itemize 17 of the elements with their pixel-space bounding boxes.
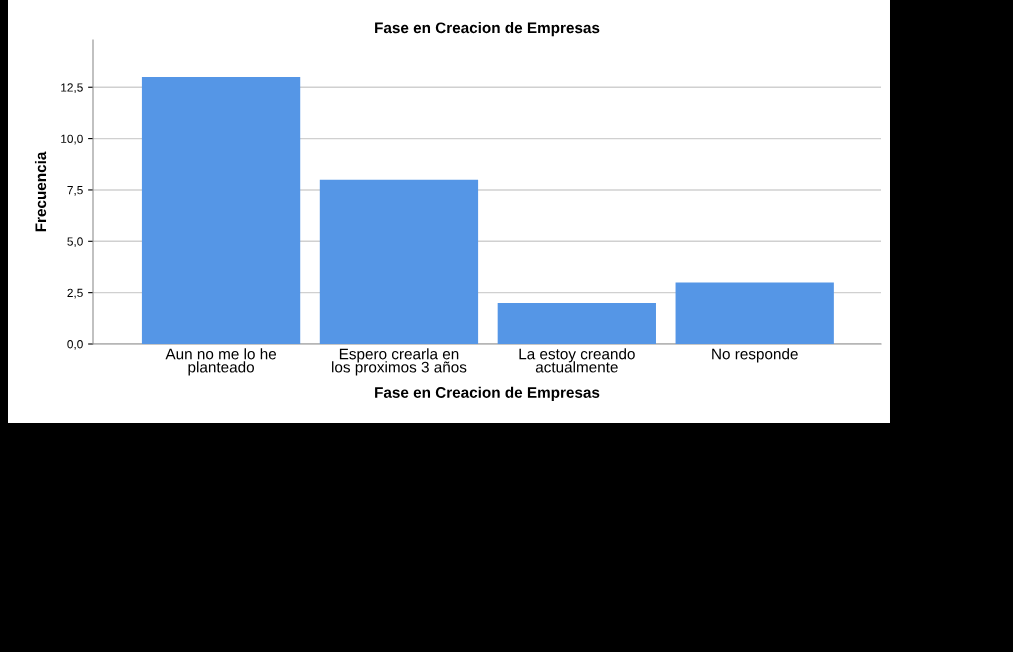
y-tick-label: 2,5 (67, 288, 83, 299)
y-tick-label: 0,0 (67, 340, 83, 350)
y-tick-label: 10,0 (61, 134, 83, 145)
y-tick-label: 5,0 (67, 237, 83, 248)
x-tick-label: La estoy creando actualmente (519, 348, 635, 373)
y-tick-label: 7,5 (67, 186, 83, 196)
chart-title: Fase en Creacion de Empresas (375, 21, 600, 37)
bar (319, 179, 479, 344)
x-tick-label: No responde (712, 348, 798, 363)
y-axis-title: Frecuencia (34, 151, 47, 232)
bar (675, 282, 834, 344)
x-tick-label: Espero crearla en los proximos 3 años (332, 348, 467, 376)
x-axis-title: Fase en Creacion de Empresas (375, 386, 600, 401)
y-tick-label: 12,5 (61, 83, 83, 94)
x-tick-label: Aun no me lo he planteado (165, 348, 277, 376)
bar (141, 76, 301, 344)
bar (497, 302, 656, 344)
